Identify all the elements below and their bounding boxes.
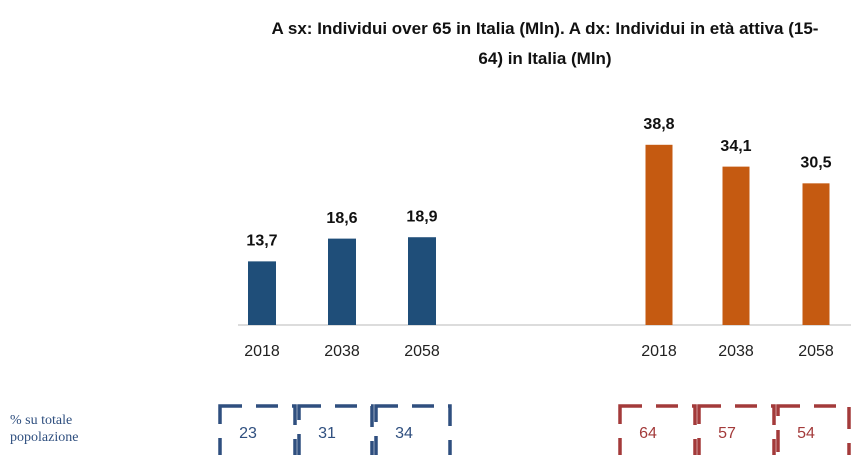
value-label: 18,9: [406, 208, 437, 225]
share-box: [374, 404, 452, 455]
share-value: 54: [797, 425, 815, 442]
share-box: [218, 404, 297, 455]
share-box: [697, 404, 776, 455]
bar: [328, 238, 356, 325]
share-value: 64: [639, 425, 657, 442]
share-box: [618, 404, 697, 455]
value-label: 30,5: [800, 155, 831, 172]
share-box: [776, 404, 851, 455]
x-tick-label: 2038: [718, 343, 754, 360]
value-label: 18,6: [326, 210, 357, 227]
x-tick-label: 2038: [324, 343, 360, 360]
share-value: 31: [318, 425, 336, 442]
bar: [408, 237, 436, 325]
x-tick-label: 2058: [404, 343, 440, 360]
value-label: 34,1: [720, 138, 751, 155]
share-value: 34: [395, 425, 413, 442]
bar: [645, 144, 673, 325]
share-value: 23: [239, 425, 257, 442]
share-box: [297, 404, 374, 455]
share-value: 57: [718, 425, 736, 442]
value-label: 13,7: [246, 233, 277, 250]
chart-title: A sx: Individui over 65 in Italia (Mln).…: [271, 19, 819, 68]
bar: [802, 183, 830, 325]
x-tick-label: 2018: [641, 343, 677, 360]
x-tick-label: 2058: [798, 343, 834, 360]
bar: [722, 166, 750, 325]
share-label: % su totale popolazione: [10, 413, 79, 445]
bar: [248, 261, 276, 325]
x-tick-label: 2018: [244, 343, 280, 360]
value-label: 38,8: [643, 116, 674, 133]
